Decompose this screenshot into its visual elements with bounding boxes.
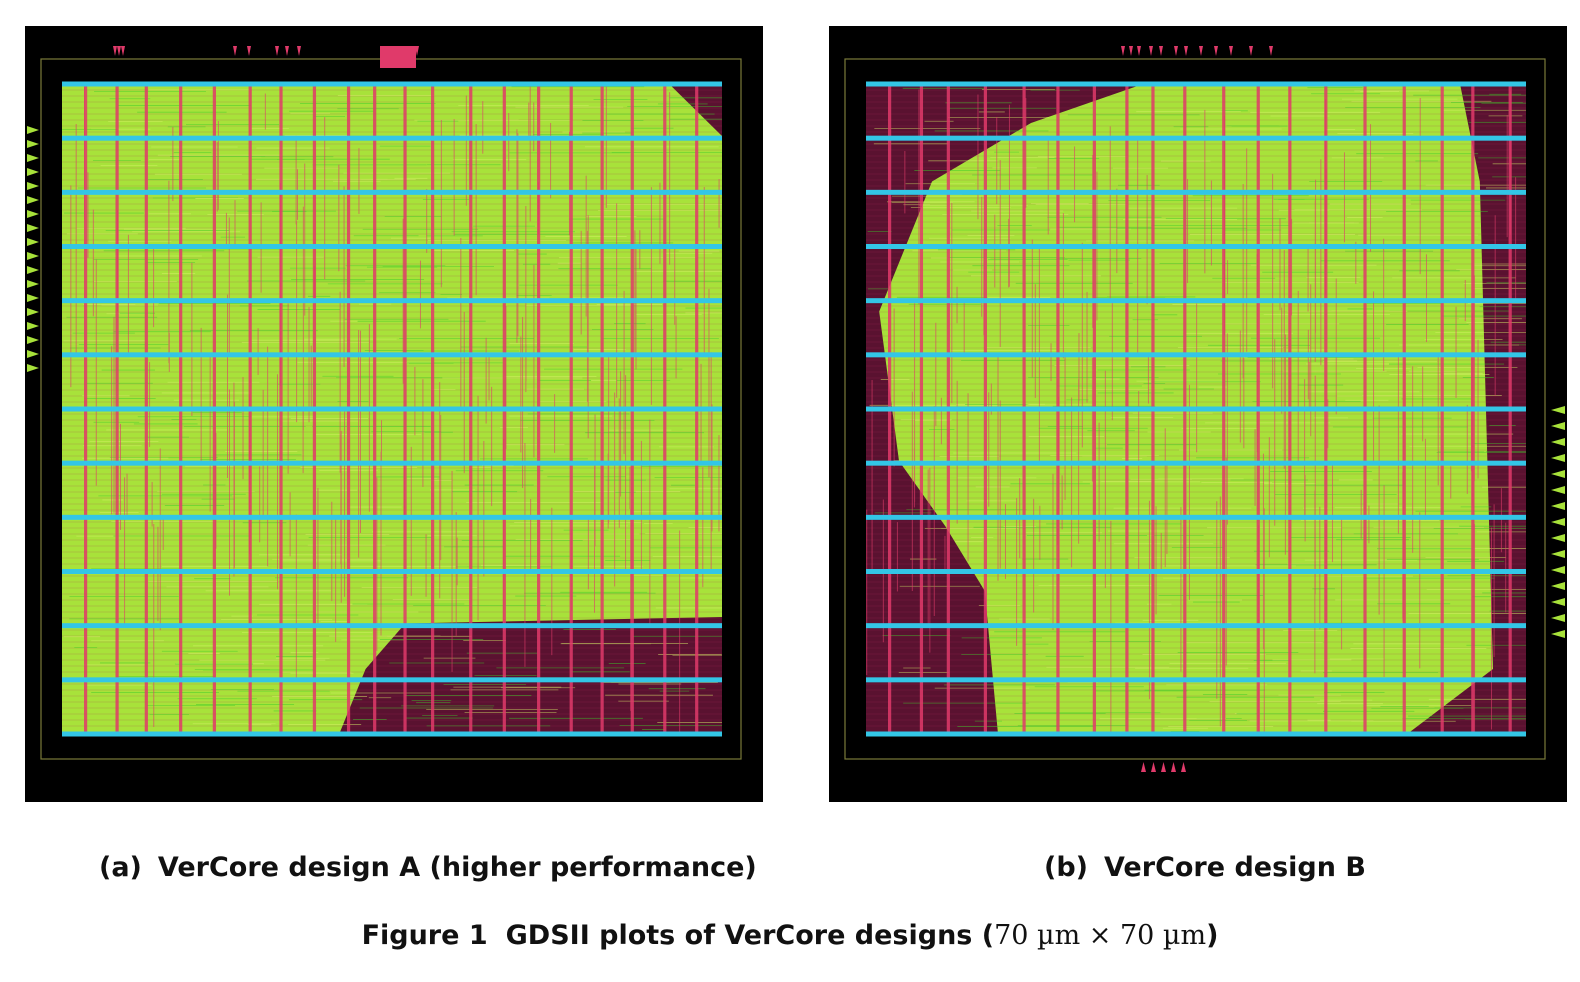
layout-image-design-b <box>844 46 1565 772</box>
right-io-pins <box>1551 406 1565 638</box>
gdsii-plot-design-a <box>25 26 763 802</box>
figure-caption: Figure 1 GDSII plots of VerCore designs (… <box>0 920 1580 951</box>
left-io-pins <box>27 126 39 372</box>
figure-caption-suffix: ) <box>1206 920 1219 951</box>
bottom-io-pins <box>1141 762 1186 772</box>
subfigure-tag-a: (a) <box>99 852 142 883</box>
die-boundary <box>844 58 1546 760</box>
subfigure-caption-a: (a) VerCore design A (higher performance) <box>99 852 757 883</box>
subfigure-caption-b: (b) VerCore design B <box>1044 852 1366 883</box>
io-pins <box>113 46 419 56</box>
power-rails <box>866 81 1526 737</box>
subfigure-tag-b: (b) <box>1044 852 1089 883</box>
figure-label: Figure 1 <box>361 920 488 951</box>
io-pins <box>1121 46 1273 56</box>
subfigure-text-a: VerCore design A (higher performance) <box>157 852 757 883</box>
figure-dimensions: 70 µm × 70 µm <box>994 920 1207 951</box>
figure-caption-prefix: GDSII plots of VerCore designs ( <box>505 920 995 951</box>
vertical-wires <box>70 84 720 734</box>
horizontal-wires <box>62 85 722 733</box>
power-rails <box>62 81 722 737</box>
pin-cluster <box>380 46 416 68</box>
gdsii-plot-design-b <box>829 26 1567 802</box>
layout-image-design-a <box>27 46 742 760</box>
subfigure-text-b: VerCore design B <box>1104 852 1366 883</box>
